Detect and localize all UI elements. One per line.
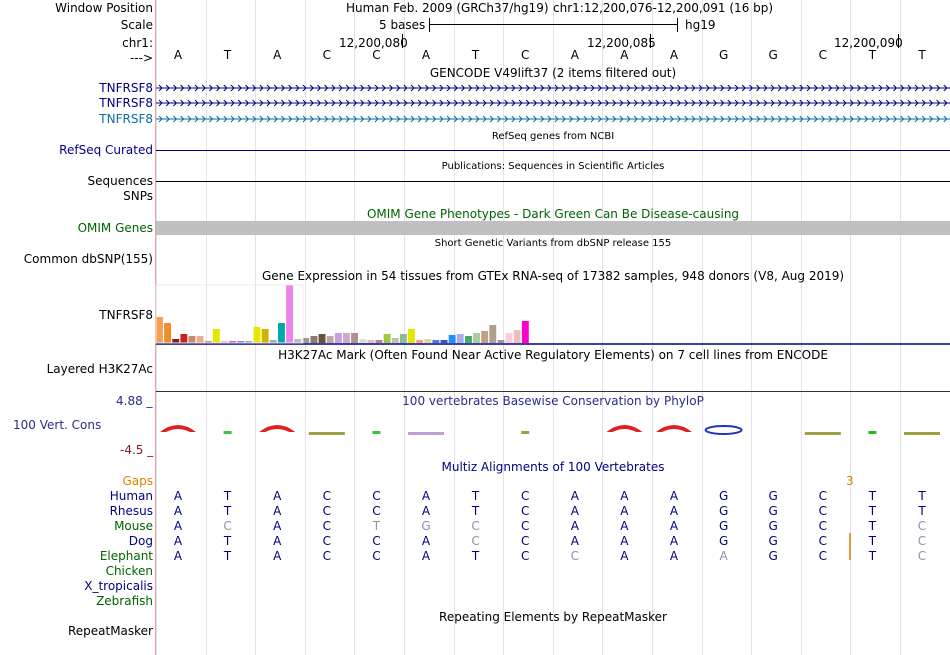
gtex-bar <box>294 339 301 343</box>
gtex-bar <box>262 329 269 343</box>
conservation-glyph <box>606 425 642 432</box>
gtex-bar <box>180 334 187 343</box>
conservation-glyph <box>521 431 529 434</box>
gtex-bar <box>473 333 480 343</box>
conservation-glyph <box>706 426 742 434</box>
gtex-bar <box>319 334 326 343</box>
gtex-bar <box>311 336 318 343</box>
gtex-bar <box>164 323 171 343</box>
gtex-bar <box>376 340 383 343</box>
gtex-bar <box>457 334 464 343</box>
gtex-bar <box>522 321 529 343</box>
gtex-bar <box>514 330 521 343</box>
gtex-bar <box>424 339 431 343</box>
gtex-bar <box>367 340 374 343</box>
conservation-glyph <box>224 431 232 434</box>
gtex-bar <box>441 340 448 343</box>
gtex-bar <box>156 317 163 343</box>
conservation-glyph <box>904 432 940 435</box>
gtex-bar <box>278 323 285 343</box>
gtex-bar <box>335 333 342 343</box>
gtex-bar <box>327 336 334 343</box>
gtex-bar <box>408 329 415 343</box>
conservation-glyph <box>868 431 876 434</box>
gtex-bar <box>489 325 496 343</box>
gtex-bar <box>416 340 423 343</box>
gtex-bar <box>213 329 220 343</box>
gtex-bar <box>432 340 439 343</box>
gtex-bar <box>359 339 366 343</box>
conservation-glyph <box>259 425 295 432</box>
gtex-bar <box>481 331 488 343</box>
gtex-bar <box>172 339 179 343</box>
gtex-bar <box>384 334 391 343</box>
gtex-bar <box>197 336 204 343</box>
conservation-glyph <box>160 425 196 432</box>
gtex-bar <box>254 327 261 343</box>
conservation-glyph <box>309 432 345 435</box>
conservation-glyph <box>408 432 444 435</box>
gtex-bar <box>392 338 399 343</box>
gtex-bar <box>498 340 505 343</box>
gtex-bar <box>465 336 472 343</box>
gtex-bar <box>449 335 456 343</box>
gtex-bar <box>343 333 350 343</box>
gtex-bar <box>286 285 293 343</box>
gtex-bar <box>189 336 196 343</box>
gtex-bar <box>351 333 358 343</box>
gtex-bar <box>506 333 513 343</box>
conservation-glyph <box>656 425 692 432</box>
conservation-glyph <box>372 431 380 434</box>
conservation-glyph <box>805 432 841 435</box>
gtex-bar <box>400 334 407 343</box>
